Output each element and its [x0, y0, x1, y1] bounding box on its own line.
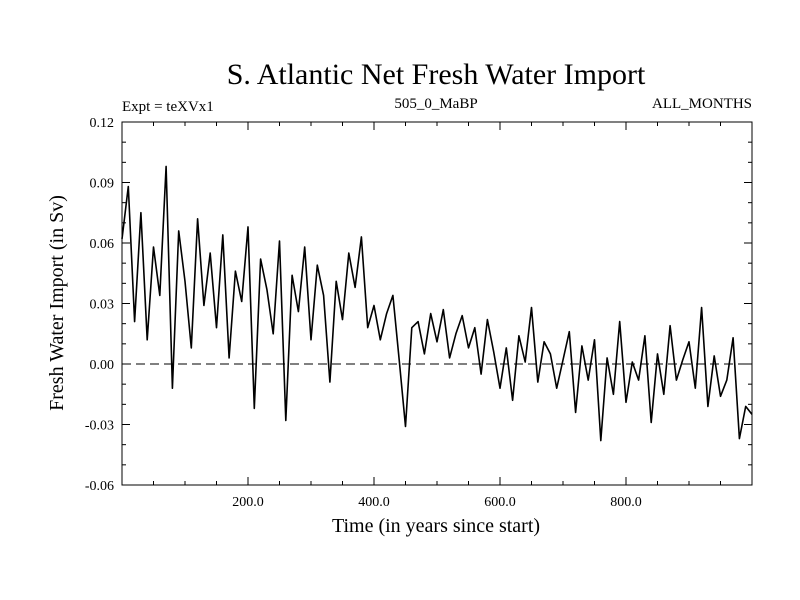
months-label: ALL_MONTHS — [652, 96, 752, 112]
plot-frame — [121, 121, 753, 486]
y-tick-label: 0.00 — [90, 358, 115, 373]
experiment-label: Expt = teXVx1 — [122, 99, 214, 115]
series-line — [121, 165, 753, 442]
y-tick-label: 0.12 — [90, 116, 115, 131]
series-group — [121, 165, 753, 442]
x-tick-label: 600.0 — [484, 495, 516, 510]
timestamp-label: 505_0_MaBP — [394, 96, 477, 112]
x-axis-label: Time (in years since start) — [332, 515, 540, 537]
x-tick-label: 800.0 — [610, 495, 642, 510]
y-axis: -0.06 -0.03 0.00 0.03 0.06 0.09 0.12 — [85, 116, 752, 494]
y-tick-label: -0.06 — [85, 479, 114, 494]
y-axis-label: Fresh Water Import (in Sv) — [46, 195, 68, 411]
x-tick-label: 400.0 — [358, 495, 390, 510]
x-axis: 200.0 400.0 600.0 800.0 — [153, 122, 721, 510]
y-tick-label: 0.06 — [90, 237, 115, 252]
x-tick-label: 200.0 — [232, 495, 264, 510]
y-tick-label: 0.03 — [90, 298, 115, 313]
y-tick-label: 0.09 — [90, 177, 115, 192]
y-tick-label: -0.03 — [85, 419, 114, 434]
chart-title: S. Atlantic Net Fresh Water Import — [227, 58, 646, 91]
